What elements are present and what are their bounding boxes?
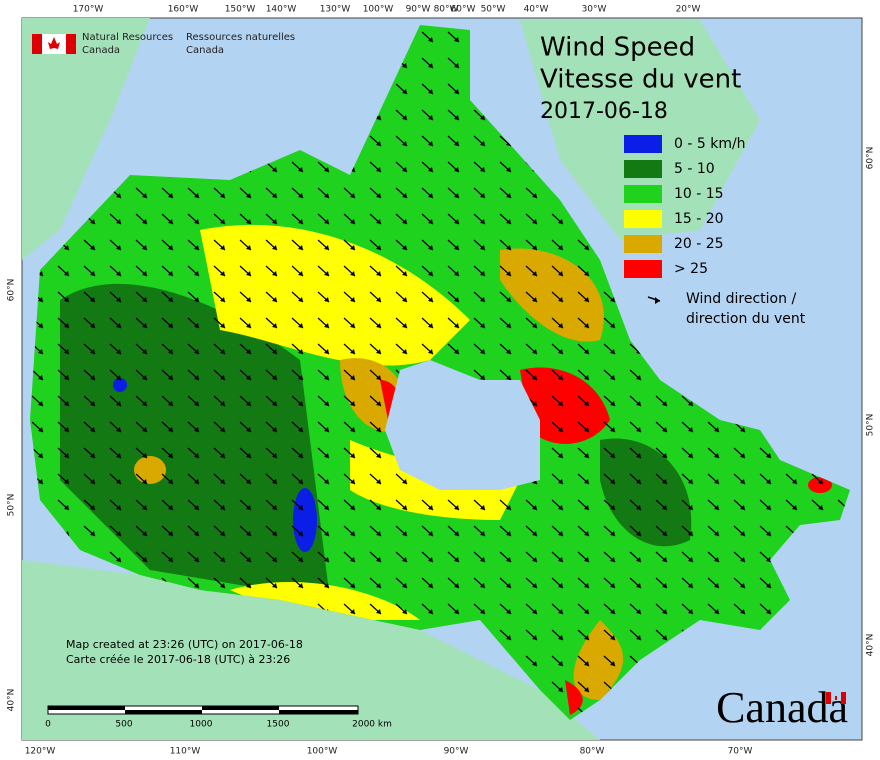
- longitude-label: 50°W: [481, 5, 506, 15]
- agency-fr: Canada: [186, 45, 224, 56]
- scale-label: 2000 km: [352, 720, 392, 730]
- latitude-label: 60°N: [7, 279, 17, 302]
- alaska: [22, 18, 150, 260]
- longitude-label: 30°W: [582, 5, 607, 15]
- wordmark-flag: [826, 692, 846, 704]
- longitude-label: 150°W: [225, 5, 256, 15]
- canada-wordmark: Canada: [716, 683, 848, 732]
- longitude-label: 40°W: [524, 5, 549, 15]
- agency-en: Natural Resources: [82, 32, 173, 43]
- latitude-label: 60°N: [866, 147, 876, 170]
- usa: [22, 560, 600, 740]
- scale-label: 0: [45, 720, 51, 730]
- scale-label: 1000: [190, 720, 213, 730]
- longitude-label: 80°W: [580, 747, 605, 757]
- longitude-label: 130°W: [320, 5, 351, 15]
- flag-logo: [32, 34, 76, 54]
- graticule-labels: 170°W 160°W 150°W 140°W 130°W 100°W 90°W 80°W60…: [7, 5, 876, 757]
- legend-label: 20 - 25: [674, 236, 724, 252]
- greenland: [520, 20, 760, 240]
- longitude-label: 90°W: [444, 747, 469, 757]
- longitude-label: 110°W: [170, 747, 201, 757]
- scale-label: 500: [115, 720, 132, 730]
- agency-fr: Ressources naturelles: [186, 32, 295, 43]
- longitude-label: 170°W: [73, 5, 104, 15]
- scale-bar: [47, 705, 359, 715]
- longitude-label: 20°W: [676, 5, 701, 15]
- longitude-label: 90°W: [406, 5, 431, 15]
- scale-labels: 0 500 1000 1500 2000 km: [45, 720, 392, 730]
- longitude-label: 70°W: [728, 747, 753, 757]
- longitude-label: 60°W: [451, 5, 476, 15]
- date: 2017-06-18: [540, 99, 668, 124]
- legend-arrow-head: [655, 297, 660, 304]
- legend-label: > 25: [674, 261, 708, 277]
- longitude-label: 120°W: [25, 747, 56, 757]
- longitude-label: 100°W: [363, 5, 394, 15]
- latitude-label: 40°N: [7, 689, 17, 712]
- latitude-label: 40°N: [866, 634, 876, 657]
- legend-label: Wind direction /: [686, 291, 796, 307]
- legend: 0 - 5 km/h 5 - 10 10 - 15 15 - 20 20 - 25 > 2…: [624, 135, 806, 327]
- title: Vitesse du vent: [540, 65, 741, 95]
- footer-fr: Carte créée le 2017-06-18 (UTC) à 23:26: [66, 653, 290, 666]
- legend-swatch: [624, 135, 662, 153]
- latitude-label: 50°N: [866, 414, 876, 437]
- longitude-label: 160°W: [168, 5, 199, 15]
- legend-label: 15 - 20: [674, 211, 724, 227]
- footer-en: Map created at 23:26 (UTC) on 2017-06-18: [66, 638, 303, 651]
- scale-label: 1500: [267, 720, 290, 730]
- longitude-label: 100°W: [307, 747, 338, 757]
- title: Wind Speed: [540, 33, 695, 63]
- legend-swatch: [624, 260, 662, 278]
- legend-label: 0 - 5 km/h: [674, 136, 746, 152]
- agency-en: Canada: [82, 45, 120, 56]
- hudson-bay: [385, 360, 540, 490]
- legend-swatch: [624, 235, 662, 253]
- longitude-label: 80°W: [434, 5, 459, 15]
- legend-swatch: [624, 210, 662, 228]
- legend-label: 5 - 10: [674, 161, 715, 177]
- legend-label: 10 - 15: [674, 186, 724, 202]
- legend-label: direction du vent: [686, 311, 806, 327]
- legend-swatch: [624, 160, 662, 178]
- legend-swatch: [624, 185, 662, 203]
- longitude-label: 140°W: [266, 5, 297, 15]
- latitude-label: 50°N: [7, 494, 17, 517]
